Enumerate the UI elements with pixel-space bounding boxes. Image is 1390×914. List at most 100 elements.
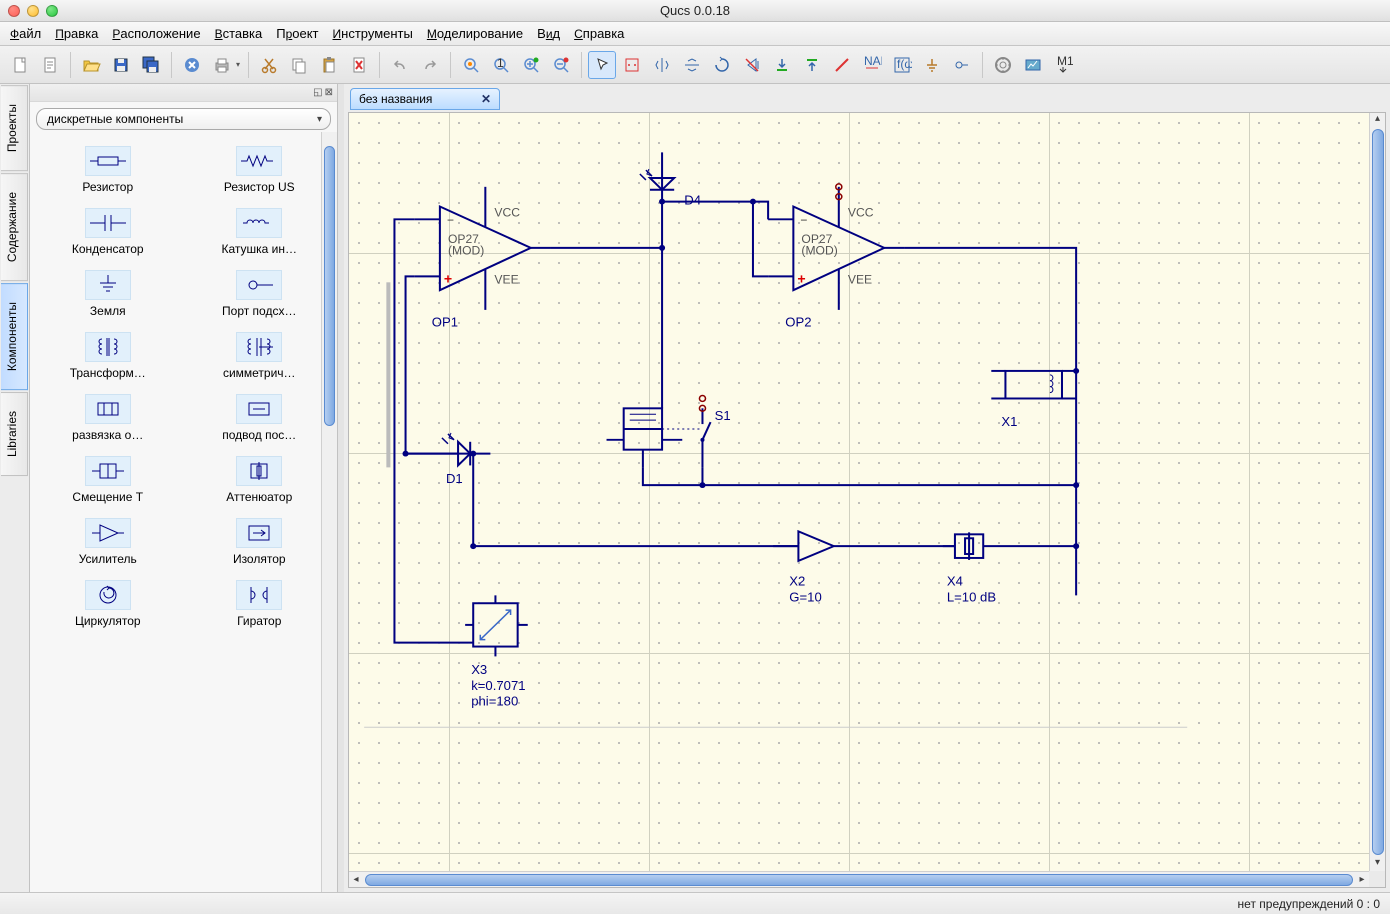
- wire-label-button[interactable]: NAME: [858, 51, 886, 79]
- decoup-icon: [85, 394, 131, 424]
- svg-text:X2: X2: [789, 574, 805, 589]
- component-ground[interactable]: Земля: [34, 264, 182, 324]
- copy-button[interactable]: [285, 51, 313, 79]
- equation-button[interactable]: f(ω): [888, 51, 916, 79]
- menu-item-4[interactable]: Проект: [276, 26, 318, 41]
- redo-button[interactable]: [416, 51, 444, 79]
- save-all-button[interactable]: [137, 51, 165, 79]
- svg-text:OP1: OP1: [432, 315, 458, 330]
- document-tab[interactable]: без названия ✕: [350, 88, 500, 110]
- paste-button[interactable]: [315, 51, 343, 79]
- component-label: Резистор US: [224, 180, 295, 194]
- component-gyrator[interactable]: Гиратор: [186, 574, 334, 634]
- component-label: Гиратор: [237, 614, 281, 628]
- ground-button[interactable]: [918, 51, 946, 79]
- component-transformer[interactable]: Трансформ…: [34, 326, 182, 386]
- panel-scrollbar[interactable]: [321, 132, 337, 892]
- port-button[interactable]: [948, 51, 976, 79]
- component-symtrans[interactable]: симметрич…: [186, 326, 334, 386]
- svg-text:X3: X3: [471, 662, 487, 677]
- title-bar: Qucs 0.0.18: [0, 0, 1390, 22]
- menu-item-5[interactable]: Инструменты: [333, 26, 413, 41]
- svg-text:L=10 dB: L=10 dB: [947, 589, 996, 604]
- view-data-button[interactable]: [1019, 51, 1047, 79]
- component-inductor[interactable]: Катушка ин…: [186, 202, 334, 262]
- wire-tool-button[interactable]: [828, 51, 856, 79]
- panel-close-icon[interactable]: ⊠: [325, 88, 333, 98]
- rotate-button[interactable]: [708, 51, 736, 79]
- component-label: Смещение T: [72, 490, 143, 504]
- save-button[interactable]: [107, 51, 135, 79]
- component-isolator[interactable]: Изолятор: [186, 512, 334, 572]
- select-tool-button[interactable]: [588, 51, 616, 79]
- panel-detach-icon[interactable]: ◱: [313, 88, 322, 98]
- mirror-v-button[interactable]: [678, 51, 706, 79]
- close-tab-icon[interactable]: ✕: [481, 92, 491, 106]
- undo-button[interactable]: [386, 51, 414, 79]
- side-tab-содержание[interactable]: Содержание: [1, 173, 28, 281]
- component-capacitor[interactable]: Конденсатор: [34, 202, 182, 262]
- toggle-grid-button[interactable]: [618, 51, 646, 79]
- component-label: симметрич…: [223, 366, 296, 380]
- svg-text:NAME: NAME: [864, 55, 882, 68]
- mirror-button[interactable]: [648, 51, 676, 79]
- new-text-button[interactable]: [36, 51, 64, 79]
- zoom-in-button[interactable]: [517, 51, 545, 79]
- marker-button[interactable]: M1: [1049, 51, 1077, 79]
- svg-text:(MOD): (MOD): [448, 244, 484, 258]
- side-tabs: ПроектыСодержаниеКомпонентыLibraries: [0, 84, 30, 892]
- menu-item-3[interactable]: Вставка: [215, 26, 263, 41]
- schematic-canvas[interactable]: − + VCC VEE OP27 (MOD) OP1: [349, 113, 1369, 871]
- symtrans-icon: [236, 332, 282, 362]
- component-biast[interactable]: Смещение T: [34, 450, 182, 510]
- svg-text:−: −: [447, 213, 454, 227]
- zoom-out-button[interactable]: [547, 51, 575, 79]
- component-label: Усилитель: [79, 552, 137, 566]
- canvas-hscrollbar[interactable]: ◂▸: [349, 871, 1369, 887]
- subport-icon: [236, 270, 282, 300]
- component-label: Конденсатор: [72, 242, 144, 256]
- component-subport[interactable]: Порт подсх…: [186, 264, 334, 324]
- menu-item-7[interactable]: Вид: [537, 26, 560, 41]
- menu-item-8[interactable]: Справка: [574, 26, 624, 41]
- cut-button[interactable]: [255, 51, 283, 79]
- insert-up-button[interactable]: [798, 51, 826, 79]
- component-decoup[interactable]: развязка о…: [34, 388, 182, 448]
- resistor-icon: [85, 146, 131, 176]
- svg-text:1: 1: [497, 56, 504, 70]
- component-category-dropdown[interactable]: дискретные компоненты: [36, 108, 331, 130]
- print-button[interactable]: [208, 51, 236, 79]
- component-resistor_us[interactable]: Резистор US: [186, 140, 334, 200]
- deactivate-button[interactable]: [738, 51, 766, 79]
- side-tab-проекты[interactable]: Проекты: [1, 85, 28, 171]
- atten-icon: [236, 456, 282, 486]
- svg-text:+: +: [797, 270, 805, 286]
- isolator-icon: [236, 518, 282, 548]
- gyrator-icon: [236, 580, 282, 610]
- component-atten[interactable]: Аттенюатор: [186, 450, 334, 510]
- component-resistor[interactable]: Резистор: [34, 140, 182, 200]
- menu-item-0[interactable]: Файл: [10, 26, 41, 41]
- zoom-reset-button[interactable]: 1: [487, 51, 515, 79]
- canvas-vscrollbar[interactable]: ▴▾: [1369, 113, 1385, 871]
- component-podvod[interactable]: подвод пос…: [186, 388, 334, 448]
- component-circulator[interactable]: Циркулятор: [34, 574, 182, 634]
- component-label: Изолятор: [233, 552, 286, 566]
- component-amp[interactable]: Усилитель: [34, 512, 182, 572]
- insert-down-button[interactable]: [768, 51, 796, 79]
- menu-item-6[interactable]: Моделирование: [427, 26, 523, 41]
- menu-item-1[interactable]: Правка: [55, 26, 98, 41]
- delete-button[interactable]: [345, 51, 373, 79]
- component-label: Катушка ин…: [221, 242, 297, 256]
- side-tab-компоненты[interactable]: Компоненты: [1, 283, 28, 390]
- zoom-fit-button[interactable]: [457, 51, 485, 79]
- component-panel: ◱ ⊠ дискретные компоненты Резистор Резист…: [30, 84, 338, 892]
- svg-text:VEE: VEE: [848, 272, 872, 286]
- side-tab-libraries[interactable]: Libraries: [1, 392, 28, 476]
- menu-item-2[interactable]: Расположение: [112, 26, 200, 41]
- component-label: Земля: [90, 304, 126, 318]
- close-button[interactable]: [178, 51, 206, 79]
- simulate-button[interactable]: [989, 51, 1017, 79]
- open-button[interactable]: [77, 51, 105, 79]
- new-file-button[interactable]: [6, 51, 34, 79]
